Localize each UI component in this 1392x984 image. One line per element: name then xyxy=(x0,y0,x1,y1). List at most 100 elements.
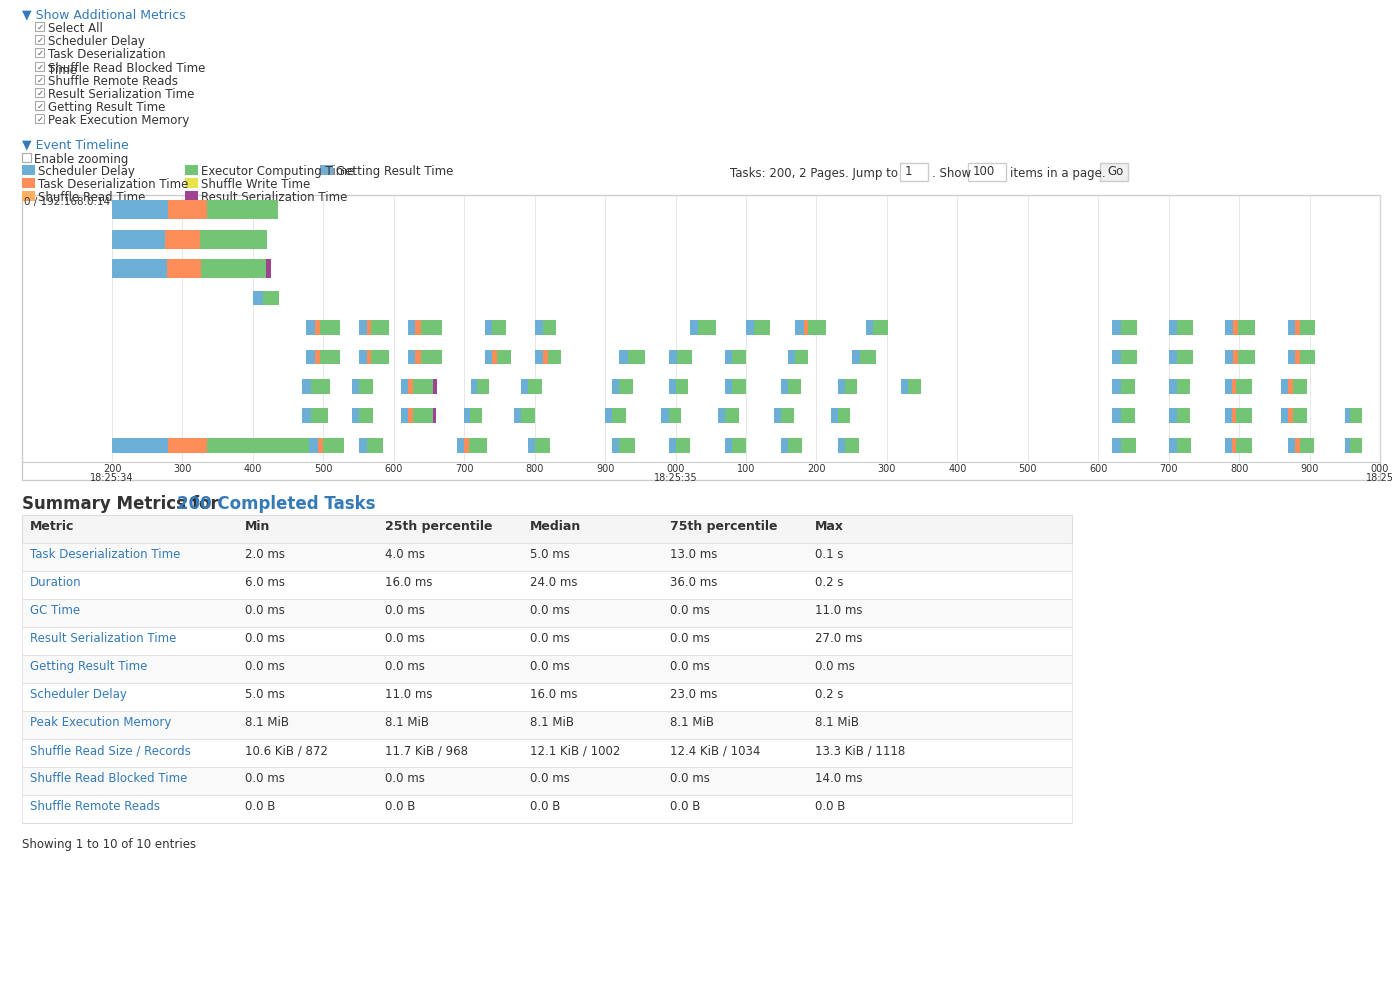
Bar xyxy=(401,379,408,394)
Text: ✓: ✓ xyxy=(36,23,43,31)
Text: 600: 600 xyxy=(384,464,402,474)
Bar xyxy=(372,320,388,335)
Bar xyxy=(1289,438,1296,453)
Bar xyxy=(845,379,857,394)
Bar xyxy=(367,320,372,335)
Text: 0.0 ms: 0.0 ms xyxy=(245,660,285,673)
Text: 13.3 KiB / 1118: 13.3 KiB / 1118 xyxy=(814,744,905,757)
Bar xyxy=(22,571,1072,599)
Bar xyxy=(668,408,681,423)
Bar xyxy=(22,178,35,188)
Text: Result Serialization Time: Result Serialization Time xyxy=(200,191,348,204)
Bar xyxy=(619,379,633,394)
Bar xyxy=(1225,349,1233,364)
Bar xyxy=(788,349,795,364)
Text: 0.0 ms: 0.0 ms xyxy=(530,772,569,785)
Bar xyxy=(535,320,543,335)
Bar xyxy=(415,320,420,335)
Bar xyxy=(528,438,535,453)
Text: 18:25: 18:25 xyxy=(1366,473,1392,483)
Bar xyxy=(528,379,541,394)
Bar xyxy=(606,408,612,423)
Bar xyxy=(315,349,320,364)
Bar xyxy=(352,408,359,423)
Text: 16.0 ms: 16.0 ms xyxy=(386,576,433,589)
Bar xyxy=(408,349,415,364)
Bar xyxy=(111,229,164,249)
Text: ✓: ✓ xyxy=(36,48,43,57)
Text: 000: 000 xyxy=(667,464,685,474)
Bar xyxy=(310,379,330,394)
Bar xyxy=(111,438,168,453)
Bar xyxy=(408,379,413,394)
Bar xyxy=(401,408,408,423)
Bar xyxy=(668,438,675,453)
Bar xyxy=(457,438,464,453)
Bar xyxy=(1169,379,1178,394)
Text: 75th percentile: 75th percentile xyxy=(670,520,778,533)
Text: 200 Completed Tasks: 200 Completed Tasks xyxy=(177,495,376,513)
Text: 25th percentile: 25th percentile xyxy=(386,520,493,533)
Text: 11.7 KiB / 968: 11.7 KiB / 968 xyxy=(386,744,468,757)
Bar xyxy=(1289,379,1293,394)
Bar xyxy=(367,438,383,453)
Bar xyxy=(200,229,267,249)
Text: 0.0 ms: 0.0 ms xyxy=(530,604,569,617)
Bar xyxy=(477,379,489,394)
Bar xyxy=(306,320,315,335)
Bar xyxy=(207,438,313,453)
Bar xyxy=(263,290,278,305)
Text: Shuffle Read Blocked Time: Shuffle Read Blocked Time xyxy=(47,62,206,75)
Bar xyxy=(317,438,323,453)
Bar xyxy=(352,379,359,394)
Text: Scheduler Delay: Scheduler Delay xyxy=(47,35,145,48)
Bar xyxy=(901,163,928,181)
Text: Scheduler Delay: Scheduler Delay xyxy=(38,165,135,178)
Bar xyxy=(1112,379,1121,394)
Bar xyxy=(1112,438,1121,453)
Bar xyxy=(725,438,732,453)
Text: ✓: ✓ xyxy=(36,76,43,85)
Bar xyxy=(408,320,415,335)
Text: 0.0 B: 0.0 B xyxy=(386,800,415,813)
Text: Showing 1 to 10 of 10 entries: Showing 1 to 10 of 10 entries xyxy=(22,838,196,851)
Bar xyxy=(464,408,470,423)
Bar xyxy=(677,349,692,364)
Text: Summary Metrics for: Summary Metrics for xyxy=(22,495,224,513)
Bar xyxy=(1236,438,1251,453)
Text: Executor Computing Time: Executor Computing Time xyxy=(200,165,355,178)
Bar xyxy=(1233,320,1237,335)
Text: Shuffle Read Blocked Time: Shuffle Read Blocked Time xyxy=(31,772,188,785)
Bar xyxy=(543,320,555,335)
Text: Result Serialization Time: Result Serialization Time xyxy=(31,632,177,645)
Bar xyxy=(320,349,340,364)
Bar xyxy=(774,408,781,423)
Bar xyxy=(1121,320,1137,335)
Bar xyxy=(168,200,207,219)
Bar xyxy=(732,349,746,364)
Bar xyxy=(408,408,413,423)
Bar xyxy=(22,711,1072,739)
Text: 700: 700 xyxy=(1160,464,1178,474)
Text: 0.0 ms: 0.0 ms xyxy=(670,604,710,617)
Text: 16.0 ms: 16.0 ms xyxy=(530,688,578,701)
Bar xyxy=(22,153,31,162)
Text: Max: Max xyxy=(814,520,844,533)
Bar xyxy=(1169,349,1178,364)
Text: Getting Result Time: Getting Result Time xyxy=(47,101,166,114)
Text: 0.0 ms: 0.0 ms xyxy=(245,772,285,785)
Text: 500: 500 xyxy=(1019,464,1037,474)
Text: 36.0 ms: 36.0 ms xyxy=(670,576,717,589)
Text: ✓: ✓ xyxy=(36,114,43,124)
Text: Task Deserialization Time: Task Deserialization Time xyxy=(31,548,181,561)
Bar xyxy=(200,259,266,278)
Bar xyxy=(1300,349,1315,364)
Bar xyxy=(1350,438,1363,453)
Text: 13.0 ms: 13.0 ms xyxy=(670,548,717,561)
Bar xyxy=(1350,408,1361,423)
Bar xyxy=(781,438,788,453)
Bar xyxy=(838,408,851,423)
Bar xyxy=(1296,349,1300,364)
Text: 6.0 ms: 6.0 ms xyxy=(245,576,285,589)
Bar xyxy=(1289,349,1296,364)
